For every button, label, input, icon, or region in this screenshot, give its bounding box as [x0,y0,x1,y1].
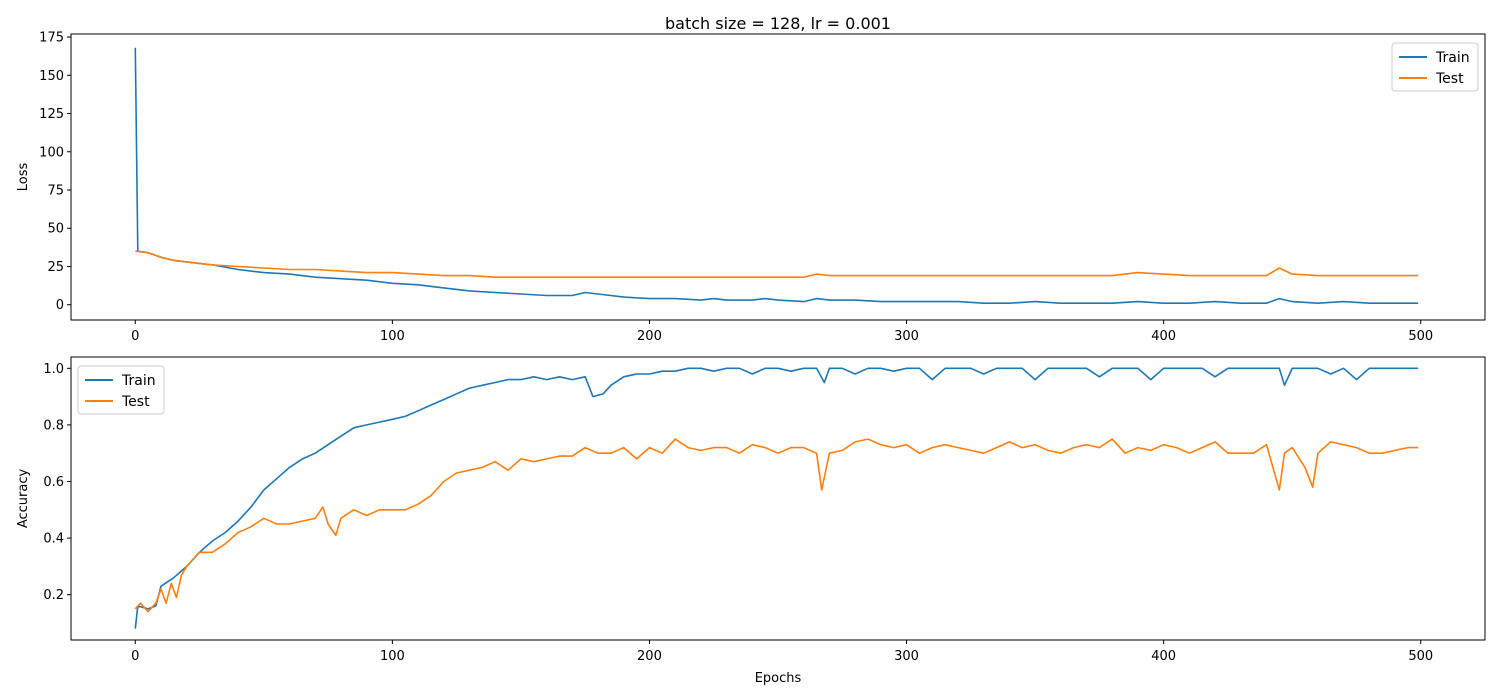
accuracy-legend-label-train: Train [121,373,156,389]
accuracy-y-tick-label: 0.6 [43,475,64,490]
loss-chart: 0 100 200 300 400 500 0 25 50 75 100 125 150 175 Loss T… [16,31,1486,344]
loss-y-tick-label: 25 [47,260,64,275]
accuracy-x-axis-label: Epochs [755,671,802,686]
accuracy-legend-label-test: Test [121,394,150,410]
loss-y-tick-label: 50 [47,222,64,237]
loss-train-line [134,47,1419,305]
accuracy-y-tick-label: 0.2 [43,588,64,603]
accuracy-test-line [134,438,1419,613]
loss-axes-frame [70,33,1486,321]
loss-legend: Train Test [1391,42,1479,92]
loss-y-tick-label: 0 [56,298,64,313]
loss-y-axis-label: Loss [16,163,31,192]
loss-y-tick-label: 75 [47,184,64,199]
loss-x-tick-label: 400 [1151,329,1176,344]
accuracy-y-tick-label: 1.0 [43,362,64,377]
loss-y-tick-label: 175 [39,31,64,46]
loss-x-tick-label: 300 [894,329,919,344]
accuracy-x-tick-label: 300 [894,649,919,664]
accuracy-train-line [134,367,1419,629]
loss-y-tick-label: 150 [39,69,64,84]
loss-x-tick-label: 100 [380,329,405,344]
loss-test-line [135,250,1419,279]
loss-x-tick-label: 200 [637,329,662,344]
accuracy-x-tick-label: 100 [380,649,405,664]
accuracy-x-tick-label: 400 [1151,649,1176,664]
accuracy-y-axis-label: Accuracy [16,469,31,529]
loss-legend-label-test: Test [1435,71,1464,87]
loss-y-tick-label: 100 [39,145,64,160]
accuracy-x-tick-label: 200 [637,649,662,664]
loss-legend-label-train: Train [1435,50,1470,66]
accuracy-legend: Train Test [77,365,165,415]
accuracy-y-tick-label: 0.8 [43,418,64,433]
accuracy-y-tick-label: 0.4 [43,532,64,547]
accuracy-x-tick-label: 500 [1408,649,1433,664]
accuracy-axes-frame [70,356,1486,641]
figure-title: batch size = 128, lr = 0.001 [665,14,891,33]
loss-x-tick-label: 500 [1408,329,1433,344]
loss-x-tick-label: 0 [131,329,139,344]
accuracy-chart: 0 100 200 300 400 500 0.2 0.4 0.6 0.8 1.0 Accuracy E… [16,356,1486,686]
loss-y-tick-label: 125 [39,107,64,122]
accuracy-x-tick-label: 0 [131,649,139,664]
